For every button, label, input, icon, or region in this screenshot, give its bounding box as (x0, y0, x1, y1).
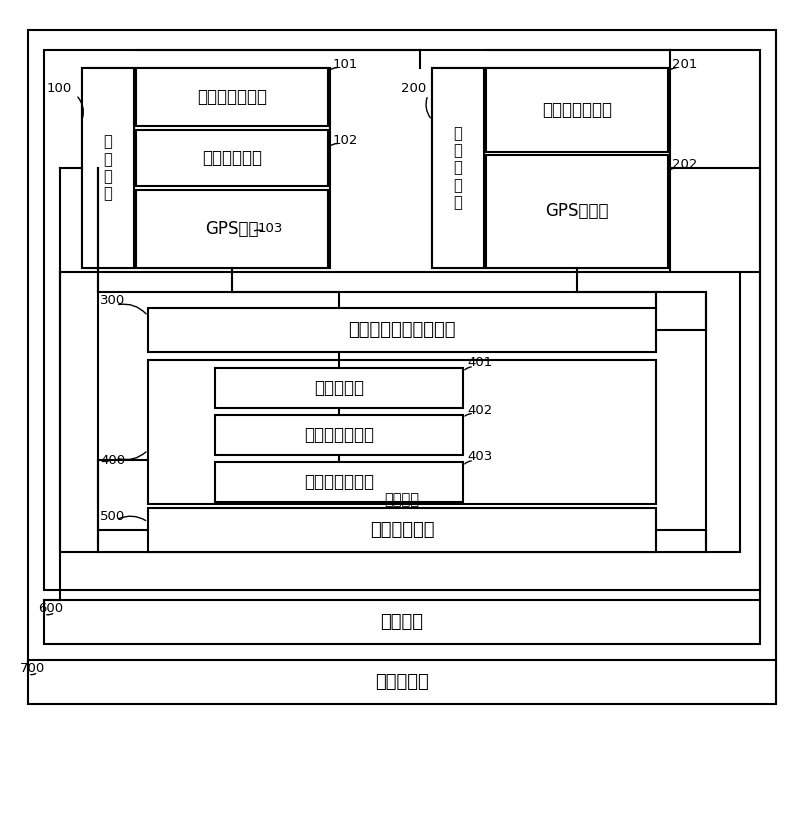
Text: 103: 103 (258, 221, 283, 234)
Bar (44, 600, 760, 644)
Bar (432, 68, 484, 268)
Bar (136, 190, 328, 268)
Bar (136, 130, 328, 186)
Text: 测控单元: 测控单元 (385, 493, 419, 508)
Text: 300: 300 (100, 294, 126, 307)
Bar (486, 68, 668, 152)
Text: 电场快变化天线: 电场快变化天线 (197, 88, 267, 106)
Text: 400: 400 (100, 454, 125, 467)
Text: 202: 202 (672, 157, 698, 171)
Text: 波形特征提取处理单元: 波形特征提取处理单元 (348, 321, 456, 339)
Bar (28, 660, 776, 704)
Text: 500: 500 (100, 509, 126, 522)
Bar (215, 462, 463, 502)
Text: 402: 402 (467, 403, 492, 416)
Bar (82, 68, 134, 268)
Text: 102: 102 (333, 134, 358, 147)
Text: 100: 100 (46, 82, 72, 95)
Text: GPS天线: GPS天线 (206, 220, 258, 238)
Text: 测量处理子单元: 测量处理子单元 (304, 426, 374, 444)
Text: 定位显示子单元: 定位显示子单元 (304, 473, 374, 491)
Text: 自检校准单元: 自检校准单元 (370, 521, 434, 539)
Text: 401: 401 (467, 357, 492, 370)
Bar (432, 68, 670, 268)
Text: 600: 600 (38, 601, 63, 614)
Text: 供电单元: 供电单元 (381, 613, 423, 631)
Text: 数据采集卡: 数据采集卡 (314, 379, 364, 397)
Bar (82, 68, 330, 268)
Text: 200: 200 (401, 82, 426, 95)
Text: 电磁变化接收机: 电磁变化接收机 (542, 101, 612, 119)
Text: 天
线
单
元: 天 线 单 元 (104, 135, 112, 202)
Text: GPS接收机: GPS接收机 (546, 202, 609, 220)
Bar (136, 68, 328, 126)
Bar (215, 415, 463, 455)
Text: 接
收
机
单
元: 接 收 机 单 元 (454, 126, 462, 211)
Bar (98, 292, 706, 552)
Text: 正交磁场天线: 正交磁场天线 (202, 149, 262, 167)
Bar (215, 368, 463, 408)
Text: 101: 101 (333, 57, 358, 70)
Bar (148, 360, 656, 504)
Bar (148, 308, 656, 352)
Bar (60, 272, 740, 552)
Text: 防护体单元: 防护体单元 (375, 673, 429, 691)
Text: 700: 700 (20, 662, 46, 675)
Bar (28, 30, 776, 670)
Text: 403: 403 (467, 450, 492, 463)
Bar (148, 508, 656, 552)
Bar (486, 155, 668, 268)
Bar (44, 50, 760, 590)
Text: 201: 201 (672, 57, 698, 70)
